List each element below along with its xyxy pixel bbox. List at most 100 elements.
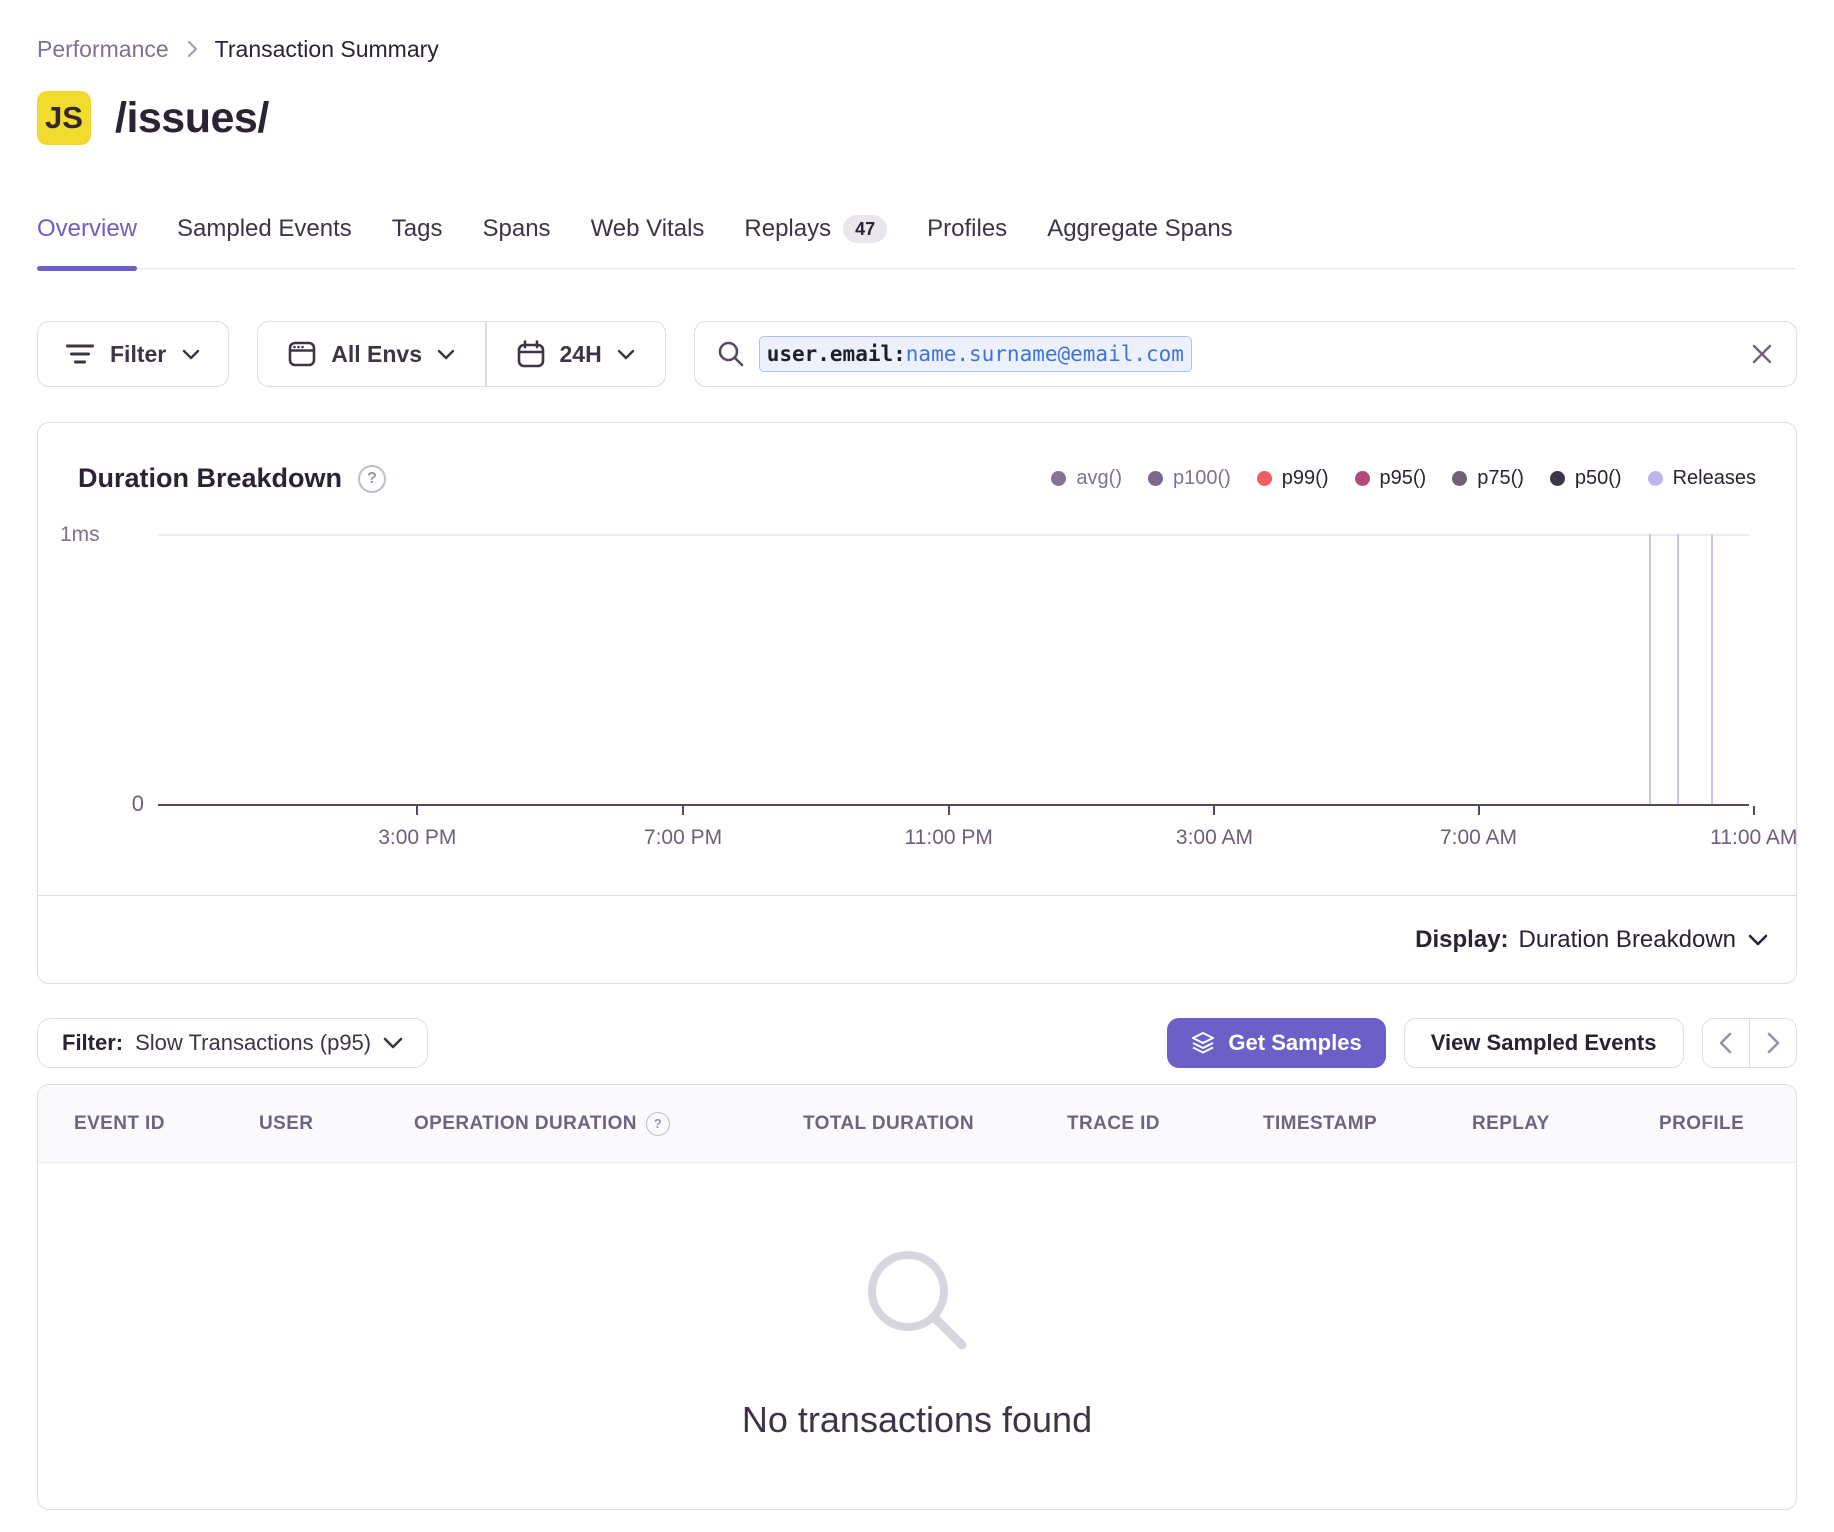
chevron-down-icon (437, 349, 455, 359)
transactions-filter-dropdown[interactable]: Filter: Slow Transactions (p95) (37, 1018, 429, 1068)
tab-label: Overview (37, 215, 138, 242)
display-selector[interactable]: Duration Breakdown (1519, 926, 1768, 954)
project-platform-badge: JS (37, 91, 91, 145)
help-icon[interactable]: ? (358, 464, 387, 493)
tab-overview[interactable]: Overview (37, 214, 138, 271)
search-token-value: name.surname@email.com (905, 342, 1184, 366)
chart-header: Duration Breakdown ? avg() p100() p99() p95… (38, 423, 1796, 494)
tab-spans[interactable]: Spans (483, 214, 551, 268)
page-title: /issues/ (115, 93, 269, 142)
empty-state-text: No transactions found (741, 1399, 1093, 1440)
chevron-right-icon (1767, 1032, 1779, 1054)
column-header-label: EVENT ID (74, 1112, 165, 1134)
x-axis-label: 11:00 PM (904, 826, 993, 849)
y-axis-max-label: 1ms (60, 523, 100, 546)
legend-dot-icon (1354, 471, 1370, 486)
column-header-label: PROFILE (1659, 1112, 1745, 1134)
release-marker-line[interactable] (1710, 534, 1713, 804)
column-header-replay[interactable]: REPLAY (1472, 1113, 1659, 1135)
x-axis-tick (1213, 806, 1216, 815)
release-marker-line[interactable] (1648, 534, 1651, 804)
tab-label: Aggregate Spans (1047, 215, 1233, 242)
gridline (158, 534, 1749, 536)
get-samples-button[interactable]: Get Samples (1167, 1018, 1386, 1068)
legend-item-p95[interactable]: p95() (1354, 467, 1427, 490)
environment-selector[interactable]: All Envs (258, 322, 485, 386)
close-icon (1752, 344, 1772, 364)
display-selector-value: Duration Breakdown (1518, 925, 1736, 953)
x-axis-tick (947, 806, 950, 815)
search-input[interactable]: user.email:name.surname@email.com (693, 321, 1797, 387)
pagination (1701, 1018, 1797, 1068)
display-label: Display: (1415, 925, 1509, 953)
chart-title: Duration Breakdown (78, 463, 343, 493)
legend-label: p100() (1172, 467, 1231, 489)
table-empty-state: No transactions found (38, 1163, 1796, 1509)
column-header-label: OPERATION DURATION (414, 1112, 637, 1134)
tab-label: Profiles (927, 215, 1008, 242)
search-token-key: user.email: (766, 342, 906, 366)
transactions-table: EVENT ID USER OPERATION DURATION? TOTAL DUR… (37, 1084, 1797, 1510)
column-header-trace-id[interactable]: TRACE ID (1067, 1113, 1263, 1135)
view-sampled-events-button[interactable]: View Sampled Events (1403, 1018, 1684, 1068)
divider (1748, 1019, 1750, 1067)
release-marker-line[interactable] (1677, 534, 1680, 804)
x-axis-label: 7:00 PM (643, 826, 723, 849)
column-header-label: TOTAL DURATION (803, 1112, 974, 1134)
column-header-timestamp[interactable]: TIMESTAMP (1263, 1113, 1472, 1135)
x-axis-tick (416, 806, 419, 815)
x-axis-label: 3:00 AM (1175, 826, 1253, 849)
x-axis-label: 3:00 PM (378, 826, 457, 849)
column-header-user[interactable]: USER (259, 1113, 414, 1135)
help-icon[interactable]: ? (645, 1111, 670, 1136)
breadcrumb-performance[interactable]: Performance (37, 36, 169, 62)
window-icon (288, 341, 316, 367)
x-axis-label: 11:00 AM (1710, 826, 1797, 849)
legend-item-p75[interactable]: p75() (1452, 467, 1524, 490)
legend-dot-icon (1452, 471, 1468, 486)
layers-icon (1191, 1031, 1215, 1055)
column-header-label: USER (259, 1112, 314, 1134)
column-header-profile[interactable]: PROFILE (1659, 1113, 1760, 1135)
tab-label: Web Vitals (590, 215, 705, 242)
legend-dot-icon (1647, 471, 1663, 486)
tab-aggregate-spans[interactable]: Aggregate Spans (1047, 214, 1232, 268)
x-axis-tick (1752, 806, 1755, 815)
env-time-group: All Envs 24H (257, 321, 666, 387)
legend-label: p95() (1379, 467, 1427, 489)
clear-search-button[interactable] (1750, 342, 1774, 366)
legend-item-p100[interactable]: p100() (1147, 467, 1231, 490)
chart-plot-area[interactable]: 1ms 0 3:00 PM 7:00 PM 11:00 PM 3:00 AM 7:00 … (60, 523, 1796, 849)
column-header-event-id[interactable]: EVENT ID (74, 1113, 259, 1135)
view-sampled-events-label: View Sampled Events (1430, 1030, 1657, 1055)
environment-selector-label: All Envs (331, 340, 422, 367)
breadcrumb-transaction-summary: Transaction Summary (214, 36, 439, 62)
tab-replays[interactable]: Replays 47 (744, 214, 888, 268)
time-range-selector[interactable]: 24H (487, 322, 665, 386)
legend-dot-icon (1549, 471, 1565, 486)
tab-tags[interactable]: Tags (392, 214, 443, 268)
tab-profiles[interactable]: Profiles (927, 214, 1007, 268)
tab-label: Spans (482, 215, 551, 242)
legend-item-avg[interactable]: avg() (1051, 467, 1122, 490)
chevron-down-icon (383, 1037, 403, 1049)
legend-item-p99[interactable]: p99() (1256, 467, 1329, 490)
chevron-right-icon (185, 39, 199, 59)
search-filter-token[interactable]: user.email:name.surname@email.com (758, 336, 1192, 372)
next-page-button[interactable] (1750, 1019, 1796, 1067)
column-header-operation-duration[interactable]: OPERATION DURATION? (414, 1111, 803, 1136)
transactions-filter-label: Filter: (62, 1030, 124, 1055)
legend-dot-icon (1256, 471, 1272, 486)
legend-item-p50[interactable]: p50() (1549, 467, 1622, 490)
legend-item-Releases[interactable]: Releases (1647, 467, 1756, 490)
legend-dot-icon (1051, 471, 1067, 486)
page-header: JS /issues/ (37, 90, 1797, 146)
column-header-total-duration[interactable]: TOTAL DURATION (803, 1113, 1067, 1135)
filter-button[interactable]: Filter (37, 321, 230, 387)
chevron-down-icon (617, 349, 634, 359)
tab-web-vitals[interactable]: Web Vitals (591, 214, 705, 268)
samples-toolbar: Filter: Slow Transactions (p95) Get Samp… (37, 1018, 1797, 1068)
previous-page-button[interactable] (1702, 1019, 1749, 1067)
column-header-label: TRACE ID (1067, 1112, 1160, 1134)
tab-sampled-events[interactable]: Sampled Events (177, 214, 352, 268)
